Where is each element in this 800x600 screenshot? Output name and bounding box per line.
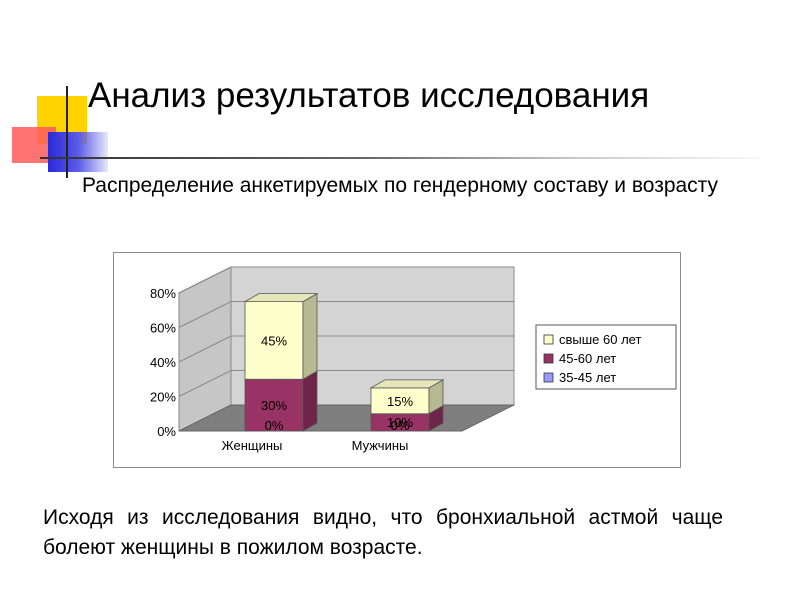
y-tick-label: 80% [150,286,176,301]
x-tick-label: Мужчины [352,438,409,453]
chart-subtitle: Распределение анкетируемых по гендерному… [81,174,719,197]
legend-box [535,324,677,390]
data-label: 10% [387,415,413,430]
data-label: 15% [387,394,413,409]
legend-label: 35-45 лет [559,370,616,385]
gridline [178,335,514,363]
conclusion-text: Исходя из исследования видно, что бронхи… [43,506,723,559]
bar-segment-side [302,370,318,432]
legend-label: 45-60 лет [559,351,616,366]
y-tick-label: 0% [157,424,176,439]
gridline [178,266,514,294]
y-tick-label: 60% [150,321,176,336]
gridline [178,301,514,328]
legend-label: свыше 60 лет [559,332,641,347]
chart-frame: 0% 20% 40% 60% 80% 0% 30% 45% Женщины 0% 10% 15% Муж… [113,252,681,468]
bar-segment [244,301,304,380]
decor-vertical-line [66,86,68,178]
legend-swatch [543,353,554,364]
title-underline [40,157,760,159]
bar-top [369,379,445,389]
gridline [178,370,514,397]
chart-floor [178,404,515,432]
bar-segment-side [302,292,318,380]
legend-swatch [543,372,554,383]
legend-swatch [543,334,554,345]
bar-segment [244,378,304,432]
slide-title: Анализ результатов исследования [88,76,650,115]
y-tick-label: 20% [150,390,176,405]
data-label: 0% [265,418,284,433]
y-tick-label: 40% [150,355,176,370]
x-tick-label: Женщины [222,438,283,453]
data-label: 0% [391,418,410,433]
data-label: 45% [261,333,287,348]
bar-top [243,293,319,303]
data-label: 30% [261,398,287,413]
bar-segment [370,387,430,415]
stacked-bar-chart: 0%20%40%60%80%0%30%45%Женщины0%10%15%Муж… [150,266,677,453]
decor-blue-square [48,132,108,172]
